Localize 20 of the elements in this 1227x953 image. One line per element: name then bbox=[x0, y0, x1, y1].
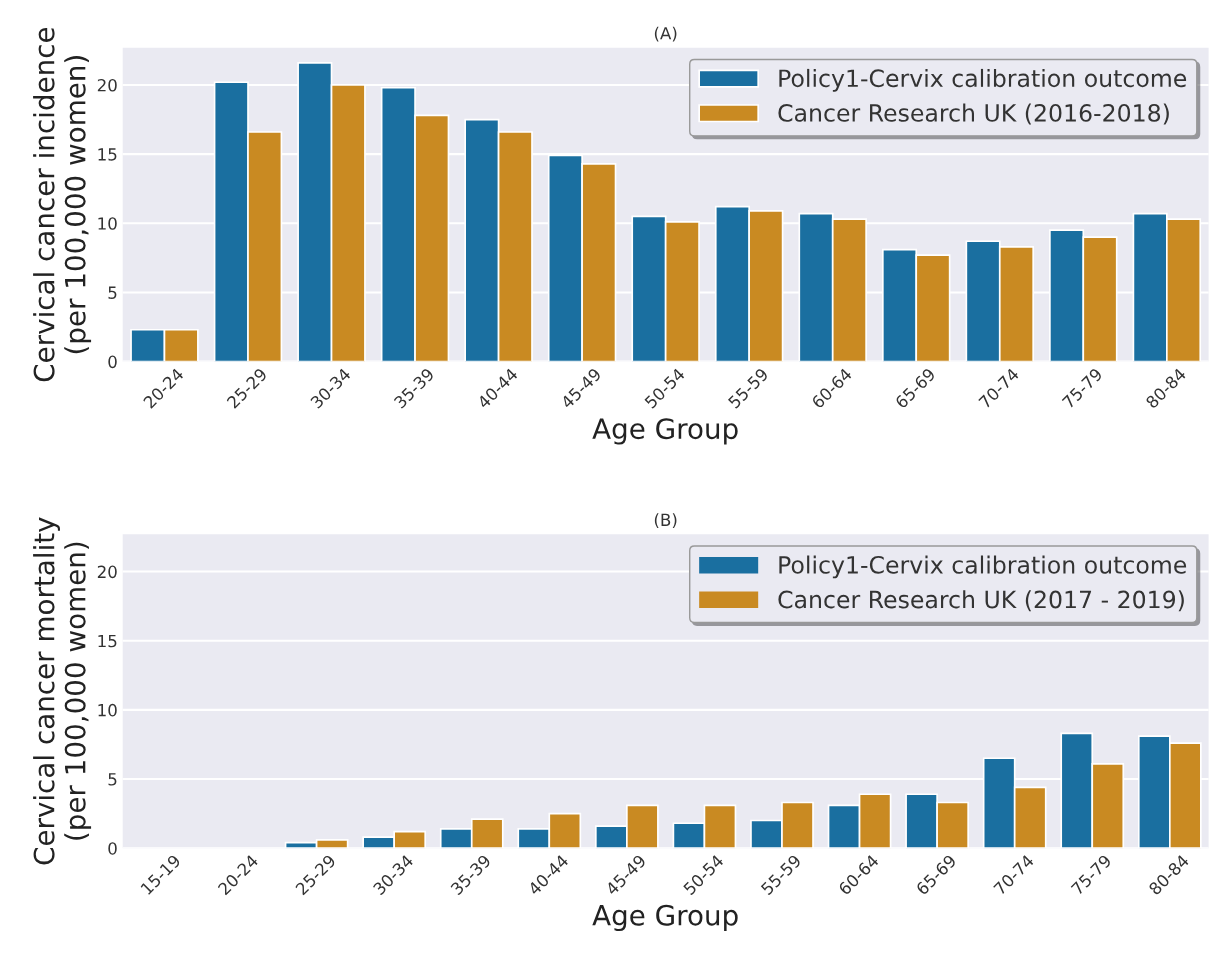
y-tick-label: 15 bbox=[98, 148, 117, 161]
y-tick-label: 10 bbox=[98, 703, 117, 717]
y-tick-label: 0 bbox=[108, 842, 117, 855]
y-tick-label: 20 bbox=[97, 78, 117, 92]
legend-label: Cancer Research UK (2017 - 2019) bbox=[778, 590, 1184, 612]
legend-label: Policy1-Cervix calibration outcome bbox=[779, 68, 1187, 92]
legend-label: Policy1-Cervix calibration outcome bbox=[779, 555, 1187, 579]
legend-label: Cancer Research UK (2016-2018) bbox=[778, 103, 1169, 125]
y-tick-label: 0 bbox=[108, 355, 117, 369]
x-axis-title: Age Group bbox=[592, 418, 738, 445]
y-tick-label: 5 bbox=[108, 773, 117, 786]
chart-title: (B) bbox=[654, 513, 677, 529]
y-tick-label: 15 bbox=[98, 634, 117, 648]
chart-title: (A) bbox=[654, 26, 677, 42]
y-axis-title: Cervical cancer incidence (per 100,000 women) bbox=[33, 27, 92, 382]
y-tick-label: 5 bbox=[108, 286, 117, 299]
y-axis-title: Cervical cancer mortality (per 100,000 women) bbox=[33, 517, 92, 865]
x-axis-title: Age Group bbox=[592, 904, 738, 932]
y-tick-label: 20 bbox=[97, 565, 117, 579]
y-tick-label: 10 bbox=[98, 217, 117, 230]
